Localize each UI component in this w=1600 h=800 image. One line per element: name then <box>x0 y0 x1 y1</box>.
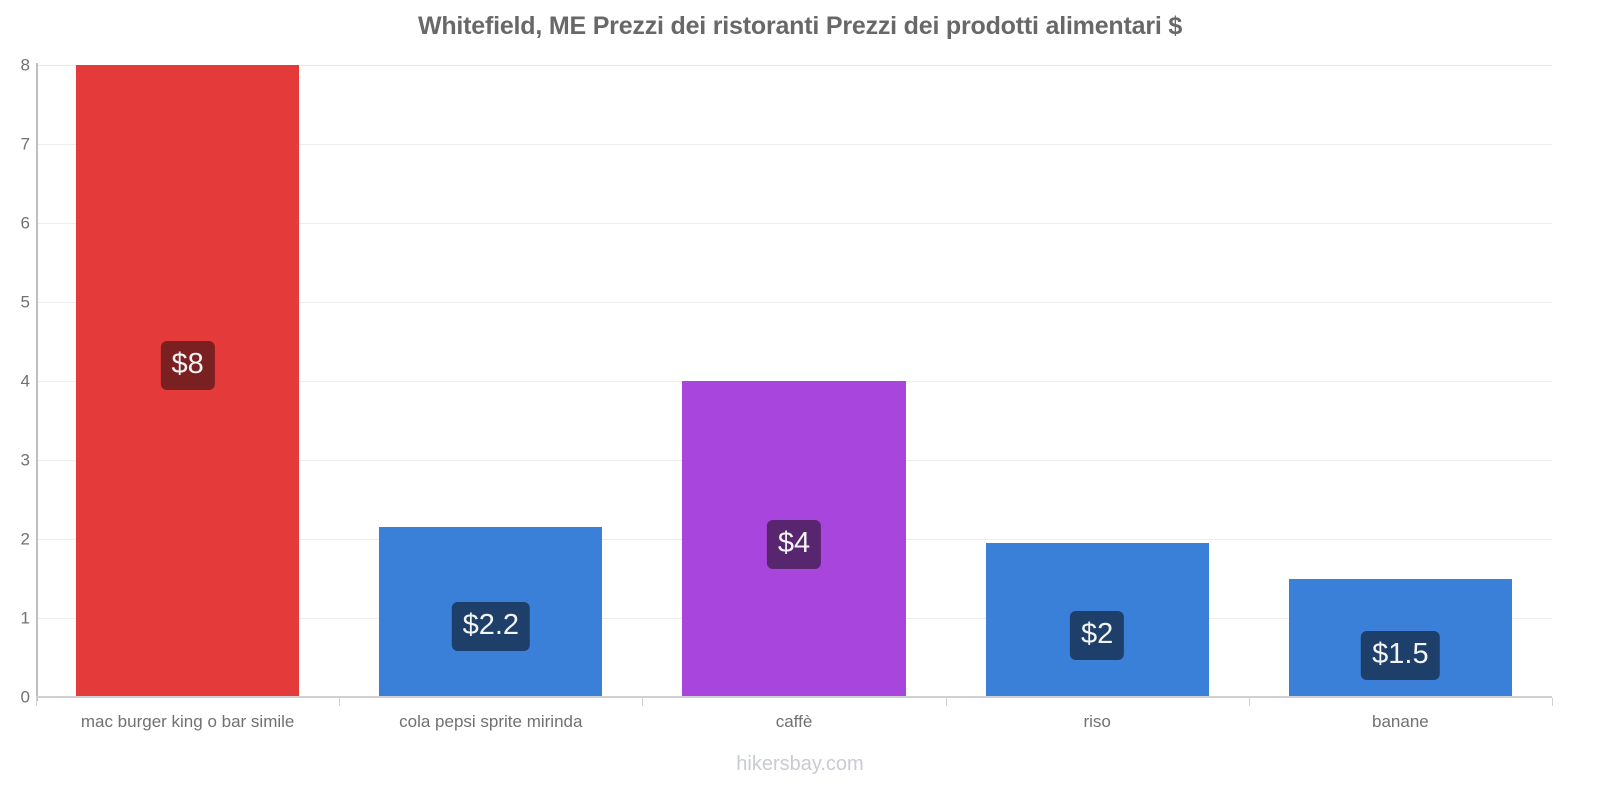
y-axis-tick-label: 1 <box>20 608 30 628</box>
gridline <box>36 144 1552 145</box>
bar-value-label: $4 <box>766 520 822 570</box>
x-axis-tick <box>36 698 37 706</box>
x-axis-category-label: mac burger king o bar simile <box>80 712 295 731</box>
y-axis-tick-labels: 0 1 2 3 4 5 6 7 8 <box>0 0 30 800</box>
bar-value-label: $1.5 <box>1361 630 1440 680</box>
x-axis-category-label: caffè <box>775 712 813 731</box>
x-axis-category-label: banane <box>1372 712 1429 731</box>
y-axis-tick-label: 2 <box>20 529 30 549</box>
x-axis-category-label: cola pepsi sprite mirinda <box>399 712 583 731</box>
gridline <box>36 65 1552 66</box>
x-axis-tick <box>642 698 644 706</box>
gridline <box>36 302 1552 303</box>
y-axis-tick-label: 6 <box>20 213 30 233</box>
y-axis-tick-label: 7 <box>20 134 30 154</box>
bar-value-label: $2.2 <box>451 601 531 651</box>
y-axis-tick-label: 0 <box>20 687 30 707</box>
x-axis-tick <box>1552 698 1553 706</box>
plot-area <box>36 65 1552 698</box>
x-axis-tick <box>339 698 341 706</box>
x-axis-line <box>36 696 1552 698</box>
x-axis-category-label: riso <box>1083 712 1111 731</box>
y-axis-tick-label: 5 <box>20 292 30 312</box>
bar-value-label: $2 <box>1070 610 1125 660</box>
chart-title: Whitefield, ME Prezzi dei ristoranti Pre… <box>417 12 1183 40</box>
gridline <box>36 223 1552 224</box>
y-axis-tick-label: 4 <box>20 371 30 391</box>
y-axis-tick-label: 3 <box>20 450 30 470</box>
y-axis-line <box>36 63 38 701</box>
x-axis-tick <box>945 698 947 706</box>
footer-credit: hikersbay.com <box>736 753 864 775</box>
y-axis-tick-label: 8 <box>20 55 30 75</box>
x-axis-tick <box>1248 698 1250 706</box>
bar-value-label: $8 <box>160 341 215 390</box>
